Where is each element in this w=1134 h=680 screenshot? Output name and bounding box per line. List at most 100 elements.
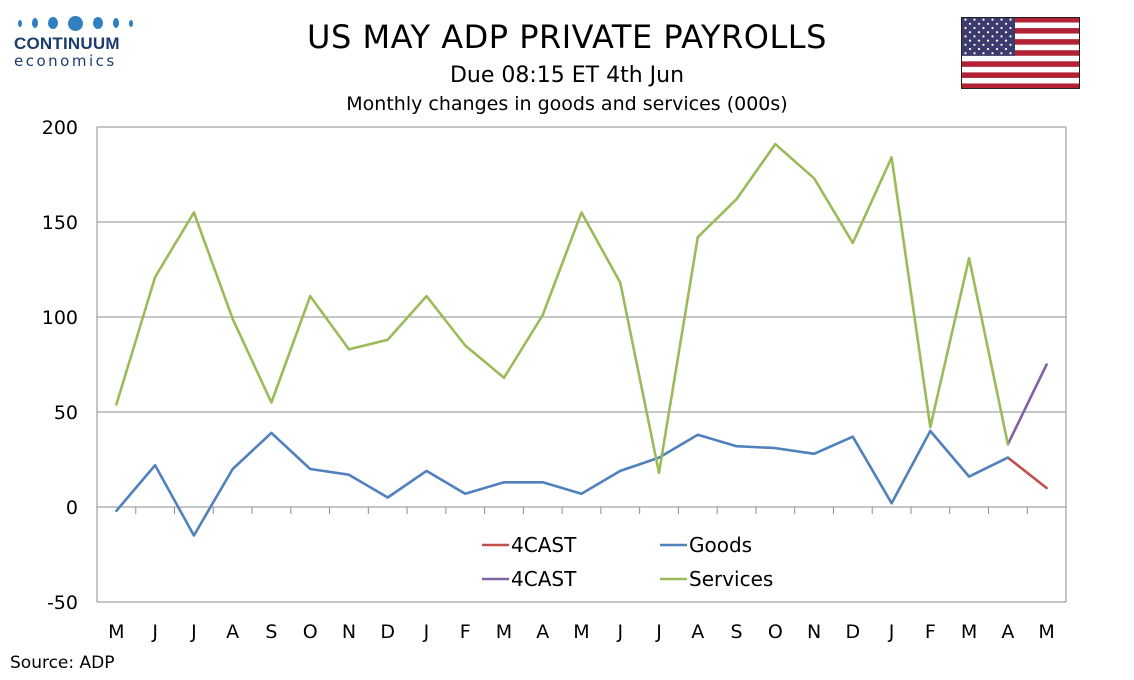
flag-star (1000, 26, 1003, 30)
flag-star (986, 22, 990, 25)
flag-stripe (961, 83, 1080, 89)
x-tick-label: O (768, 621, 783, 643)
x-tick-label: N (807, 621, 821, 643)
flag-star (1009, 52, 1012, 55)
x-tick-label: A (1001, 621, 1014, 643)
flag-star (977, 22, 981, 25)
chart-gridlines (97, 126, 1067, 603)
flag-star (982, 43, 985, 46)
flag-star (968, 39, 972, 42)
legend-label: 4CAST (511, 533, 577, 557)
flag-star (1009, 43, 1012, 46)
flag-star (964, 18, 967, 21)
flag-star (1004, 22, 1008, 25)
flag-star (995, 39, 999, 42)
us-flag-icon (961, 17, 1080, 89)
flag-star (977, 39, 981, 42)
logo-dot (113, 18, 119, 28)
series-line-4cast (1006, 363, 1048, 446)
flag-star (1000, 18, 1003, 21)
flag-star (964, 43, 967, 46)
series-line-goods (115, 429, 1010, 537)
x-tick-label: A (691, 621, 704, 643)
x-tick-label: J (423, 621, 430, 643)
y-tick-label: 100 (42, 307, 78, 329)
flag-stripe (961, 55, 1080, 62)
flag-star (968, 47, 972, 51)
x-tick-label: J (888, 621, 895, 643)
flag-stripe (961, 39, 1080, 45)
logo-dot (18, 19, 22, 27)
y-tick-label: 200 (42, 117, 78, 139)
flag-star (968, 31, 972, 34)
series-line-services (115, 142, 1010, 475)
flag-stripe (961, 44, 1080, 51)
flag-star (995, 47, 999, 51)
flag-stripe (961, 66, 1080, 73)
flag-star (977, 31, 981, 34)
x-tick-label: M (573, 621, 589, 643)
x-tick-label: D (845, 621, 860, 643)
x-tick-label: M (108, 621, 124, 643)
x-tick-label: M (1038, 621, 1054, 643)
x-tick-label: N (342, 621, 356, 643)
chart-subtitle: Monthly changes in goods and services (0… (346, 93, 788, 115)
flag-star (1000, 52, 1003, 55)
flag-star (991, 43, 994, 46)
x-tick-label: J (151, 621, 158, 643)
flag-star (973, 18, 976, 21)
x-tick-label: F (925, 621, 936, 643)
logo-brand-name: CONTINUUM (14, 34, 120, 53)
flag-stripe (961, 77, 1080, 84)
flag-star (1009, 18, 1012, 21)
chart-axes: -50 0 50 100 150 200 M J J A S O N D J F M A M J J A S O N D J F M A M (42, 117, 1067, 643)
flag-border (961, 17, 1080, 89)
x-tick-label: D (380, 621, 395, 643)
y-tick-label: -50 (47, 592, 78, 614)
flag-star (982, 52, 985, 55)
logo-dot (68, 15, 83, 31)
chart-legend: 4CAST Goods 4CAST Services (482, 533, 773, 591)
flag-star (991, 26, 994, 30)
flag-star (1000, 35, 1003, 38)
flag-star (973, 43, 976, 46)
logo-dot (32, 18, 38, 28)
flag-star (1009, 26, 1012, 30)
x-tick-label: J (616, 621, 623, 643)
logo-dot (48, 17, 58, 29)
x-tick-label: M (496, 621, 512, 643)
legend-label: Services (689, 567, 773, 591)
legend-label: Goods (689, 533, 752, 557)
flag-star (973, 35, 976, 38)
flag-star (986, 47, 990, 51)
chart-due-time: Due 08:15 ET 4th Jun (449, 63, 685, 88)
logo-brand-sub: economics (14, 52, 117, 70)
flag-star (995, 22, 999, 25)
logo-dots (18, 14, 134, 32)
logo-dot (93, 17, 103, 29)
flag-star (986, 31, 990, 34)
y-tick-label: 150 (42, 212, 78, 234)
x-tick-label: A (226, 621, 239, 643)
flag-star (982, 35, 985, 38)
y-tick-label: 50 (54, 402, 78, 424)
logo-dot (129, 19, 133, 27)
flag-star (964, 26, 967, 30)
flag-stripe (961, 72, 1080, 79)
x-tick-label: S (265, 621, 277, 643)
source-note: Source: ADP (10, 653, 115, 673)
flag-star (982, 26, 985, 30)
flag-star (982, 18, 985, 21)
legend-label: 4CAST (511, 567, 577, 591)
flag-star (1004, 47, 1008, 51)
chart-series (115, 142, 1048, 537)
flag-star (964, 52, 967, 55)
flag-star (1000, 43, 1003, 46)
x-tick-label: F (460, 621, 471, 643)
series-line-4cast (1006, 456, 1048, 490)
flag-star (968, 22, 972, 25)
y-tick-label: 0 (66, 497, 78, 519)
flag-star (986, 39, 990, 42)
x-tick-label: A (536, 621, 549, 643)
